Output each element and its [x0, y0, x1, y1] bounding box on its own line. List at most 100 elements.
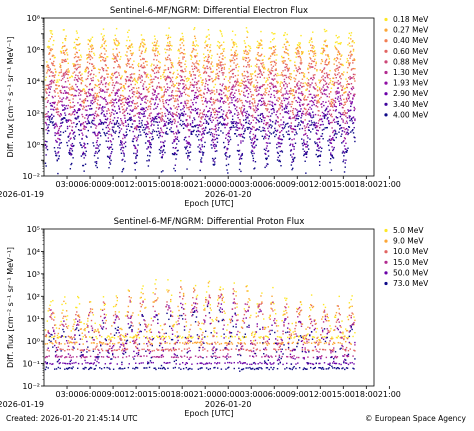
- data-point: [330, 104, 333, 106]
- data-point: [111, 108, 114, 111]
- data-point: [307, 113, 309, 115]
- data-point: [279, 131, 281, 133]
- data-point: [272, 107, 275, 110]
- data-point: [93, 86, 96, 89]
- data-point: [166, 99, 168, 101]
- data-point: [265, 153, 267, 155]
- data-point: [126, 31, 129, 34]
- data-point: [269, 315, 271, 318]
- data-point: [343, 171, 346, 173]
- data-point: [353, 59, 355, 61]
- data-point: [278, 145, 280, 148]
- data-point: [156, 64, 159, 67]
- data-point: [239, 121, 241, 123]
- data-point: [330, 91, 332, 93]
- data-point: [149, 108, 152, 110]
- data-point: [48, 86, 50, 88]
- data-point: [268, 125, 270, 128]
- data-point: [206, 102, 208, 104]
- data-point: [145, 132, 148, 135]
- data-point: [323, 28, 326, 31]
- data-point: [154, 89, 156, 92]
- data-point: [90, 100, 92, 102]
- data-point: [204, 118, 206, 121]
- data-point: [100, 60, 102, 62]
- data-point: [130, 83, 132, 86]
- data-point: [153, 103, 156, 106]
- data-point: [346, 71, 348, 74]
- data-point: [284, 111, 286, 113]
- data-point: [337, 335, 340, 337]
- data-point: [201, 100, 203, 102]
- data-point: [194, 55, 197, 57]
- data-point: [117, 95, 119, 97]
- data-point: [244, 128, 246, 130]
- legend-label: 0.88 MeV: [393, 57, 429, 66]
- data-point: [95, 164, 97, 167]
- data-point: [137, 136, 139, 138]
- data-point: [346, 316, 349, 318]
- data-point: [321, 103, 323, 105]
- data-point: [326, 126, 328, 129]
- data-point: [255, 117, 257, 119]
- data-point: [250, 78, 252, 81]
- data-point: [277, 117, 279, 119]
- data-point: [348, 32, 351, 35]
- data-point: [76, 52, 78, 54]
- data-point: [238, 133, 240, 136]
- data-point: [223, 100, 226, 103]
- data-point: [267, 100, 270, 103]
- data-point: [219, 29, 221, 32]
- data-point: [224, 94, 226, 97]
- data-point: [142, 109, 144, 111]
- data-point: [197, 127, 199, 129]
- data-point: [175, 131, 177, 134]
- data-point: [158, 130, 160, 133]
- data-point: [330, 87, 333, 89]
- data-point: [62, 131, 65, 134]
- data-point: [213, 133, 216, 136]
- data-point: [322, 303, 325, 306]
- data-point: [83, 125, 85, 127]
- data-point: [111, 91, 113, 94]
- data-point: [128, 101, 130, 104]
- data-point: [111, 135, 113, 137]
- data-point: [295, 56, 297, 58]
- y-tick-label: 10²: [27, 109, 40, 118]
- data-point: [326, 85, 328, 88]
- data-point: [312, 101, 315, 104]
- data-point: [352, 97, 354, 99]
- data-point: [267, 122, 269, 124]
- data-point: [134, 120, 136, 122]
- data-point: [349, 51, 351, 54]
- data-point: [85, 91, 87, 94]
- data-point: [48, 83, 51, 86]
- data-point: [128, 59, 130, 62]
- data-point: [69, 147, 72, 150]
- data-point: [46, 72, 48, 74]
- data-point: [150, 112, 152, 114]
- data-point: [212, 98, 215, 101]
- data-point: [246, 285, 248, 287]
- data-point: [96, 140, 98, 142]
- data-point: [64, 58, 67, 61]
- data-point: [164, 107, 167, 110]
- data-point: [333, 63, 335, 65]
- data-point: [214, 78, 217, 81]
- data-point: [167, 67, 170, 69]
- data-point: [125, 335, 128, 338]
- data-point: [72, 106, 74, 108]
- data-point: [136, 154, 139, 157]
- data-point: [286, 40, 288, 43]
- data-point: [115, 101, 118, 104]
- data-point: [146, 154, 149, 157]
- data-point: [138, 91, 140, 94]
- data-point: [144, 72, 147, 74]
- data-point: [350, 82, 353, 85]
- data-point: [322, 123, 324, 126]
- data-point: [172, 66, 174, 68]
- data-point: [279, 150, 281, 153]
- data-point: [114, 110, 116, 112]
- data-point: [240, 170, 242, 173]
- data-point: [220, 53, 222, 55]
